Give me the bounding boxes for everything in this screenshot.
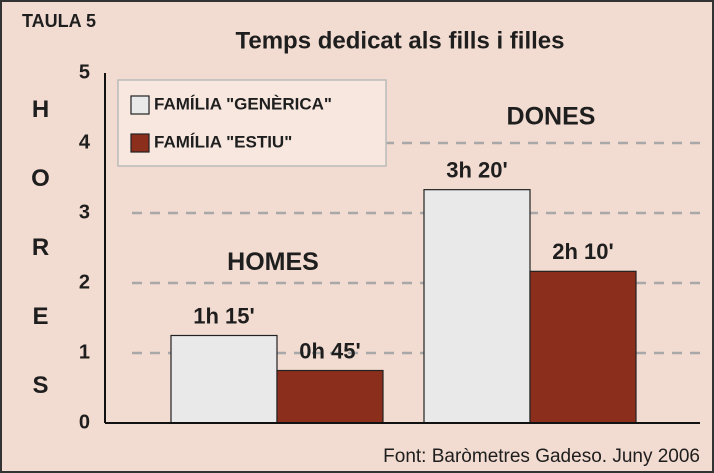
value-label: 1h 15' (193, 303, 255, 328)
source: Font: Baròmetres Gadeso. Juny 2006 (383, 446, 700, 467)
y-tick-label: 3 (79, 201, 90, 223)
y-tick-label: 0 (79, 411, 90, 433)
table-tag: TAULA 5 (22, 11, 96, 31)
legend: FAMÍLIA "GENÈRICA" FAMÍLIA "ESTIU" (117, 79, 387, 167)
bar (170, 334, 278, 424)
value-label: 3h 20' (446, 157, 508, 182)
bar (529, 270, 637, 424)
y-tick-label: 2 (79, 271, 90, 293)
legend-box (117, 79, 387, 167)
legend-swatch (130, 133, 150, 153)
y-tick-label: 5 (79, 61, 90, 83)
value-label: 2h 10' (552, 239, 614, 264)
category-label: DONES (507, 102, 596, 130)
legend-swatch (130, 95, 150, 115)
bar (276, 369, 384, 424)
value-label: 0h 45' (299, 338, 361, 363)
bar (423, 189, 531, 424)
legend-label: FAMÍLIA "ESTIU" (154, 132, 292, 151)
chart-title: Temps dedicat als fills i filles (235, 27, 564, 54)
y-tick-label: 1 (79, 341, 90, 363)
y-axis-label: HORES (27, 96, 54, 441)
category-label: HOMES (227, 248, 319, 276)
legend-label: FAMÍLIA "GENÈRICA" (154, 94, 332, 113)
y-tick-label: 4 (79, 131, 91, 153)
